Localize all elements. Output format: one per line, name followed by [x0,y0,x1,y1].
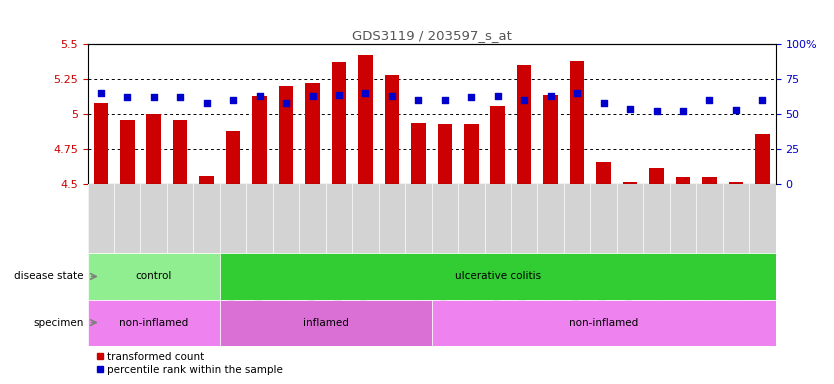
Point [332,91,345,98]
Text: ulcerative colitis: ulcerative colitis [455,271,540,281]
Bar [544,94,558,184]
Bar [438,124,452,184]
Bar [755,134,770,184]
Bar [570,61,585,184]
Point [385,93,399,99]
Bar [173,120,188,184]
Point [253,93,266,99]
Bar [88,300,220,346]
Bar [305,83,319,184]
Bar [411,122,425,184]
Bar [199,176,214,184]
Bar [279,86,294,184]
Point [200,100,214,106]
Text: disease state: disease state [14,271,83,281]
Point [570,90,584,96]
Point [173,94,187,101]
Bar [120,120,134,184]
Title: GDS3119 / 203597_s_at: GDS3119 / 203597_s_at [352,28,511,41]
Point [623,106,636,112]
Point [491,93,505,99]
Point [597,100,610,106]
Text: control: control [136,271,172,281]
Point [94,90,108,96]
Point [279,100,293,106]
Bar [676,177,691,184]
Point [227,97,240,103]
Point [147,94,160,101]
Point [306,93,319,99]
Point [359,90,372,96]
Bar [220,300,432,346]
Bar [517,65,531,184]
Point [703,97,716,103]
Bar [253,96,267,184]
Bar [147,114,161,184]
Point [676,108,690,114]
Bar [432,300,776,346]
Bar [332,62,346,184]
Bar [490,106,505,184]
Bar [226,131,240,184]
Bar [220,253,776,300]
Text: non-inflamed: non-inflamed [119,318,188,328]
Point [465,94,478,101]
Point [729,107,742,113]
Legend: transformed count, percentile rank within the sample: transformed count, percentile rank withi… [93,348,288,379]
Bar [649,167,664,184]
Bar [702,177,716,184]
Text: specimen: specimen [33,318,83,328]
Point [121,94,134,101]
Point [518,97,531,103]
Text: non-inflamed: non-inflamed [569,318,638,328]
Bar [384,75,399,184]
Bar [88,253,220,300]
Text: inflamed: inflamed [303,318,349,328]
Point [756,97,769,103]
Bar [596,162,610,184]
Bar [464,124,479,184]
Bar [93,103,108,184]
Point [412,97,425,103]
Bar [358,55,373,184]
Point [650,108,663,114]
Point [544,93,557,99]
Bar [623,182,637,184]
Point [438,97,451,103]
Bar [729,182,743,184]
